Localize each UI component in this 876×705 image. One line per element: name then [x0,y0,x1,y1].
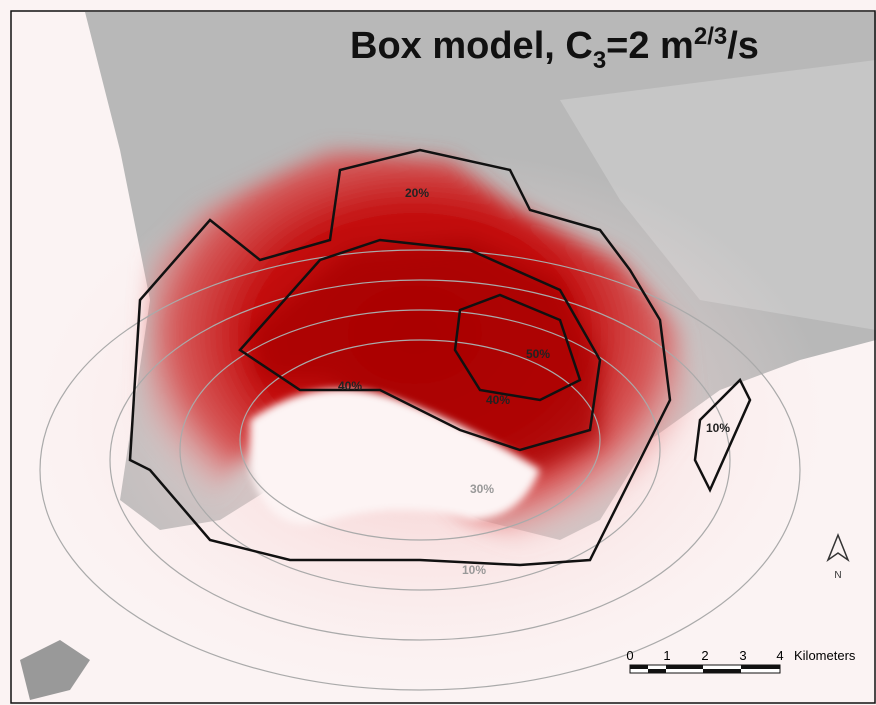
scale-unit: Kilometers [794,648,856,663]
scale-tick: 2 [701,648,708,663]
scale-tick: 0 [626,648,633,663]
contour-label: 40% [486,393,510,407]
contour-label: 20% [405,186,429,200]
contour-label: 10% [706,421,730,435]
map: 20% 50% 40% 40% 10% 30% 10% Box model, C… [0,0,876,705]
scale-tick: 4 [776,648,783,663]
north-label: N [834,570,841,581]
contour-label: 40% [338,379,362,393]
contour-label: 50% [526,347,550,361]
contour-label: 10% [462,563,486,577]
scale-tick: 1 [663,648,670,663]
contour-label: 30% [470,482,494,496]
scale-tick: 3 [739,648,746,663]
